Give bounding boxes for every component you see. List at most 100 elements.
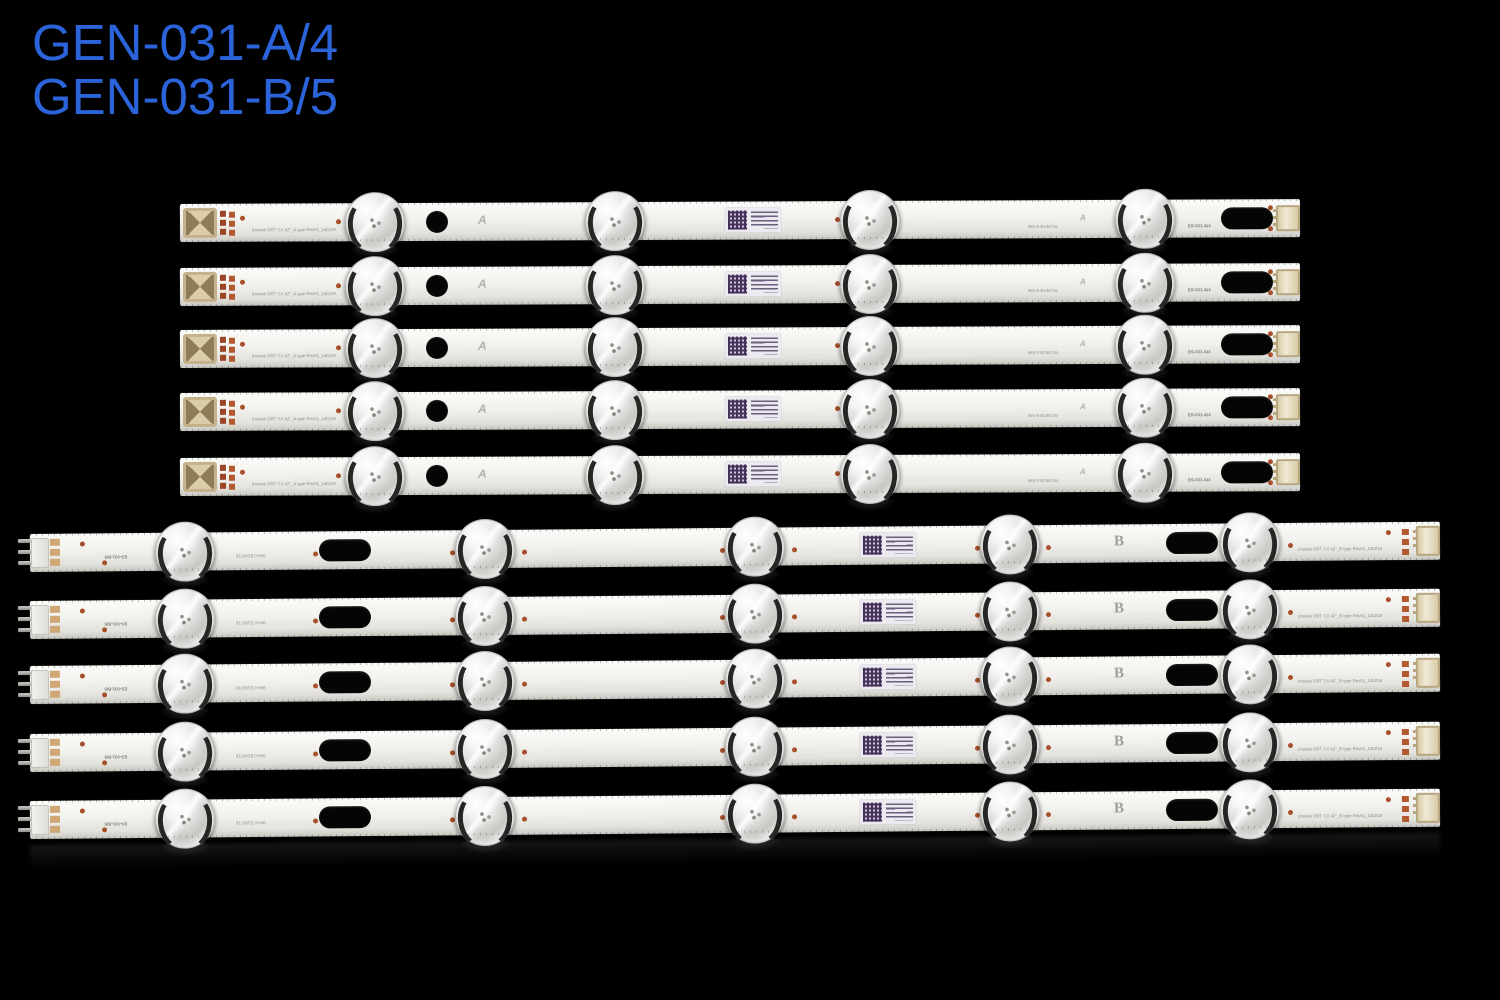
solder-dot (521, 816, 528, 822)
led-chip (608, 280, 624, 293)
solder-dot (312, 818, 319, 824)
led-strip-a-4: Innotek DRT 3.0 42"_A type Rev01_140218 9… (179, 377, 1301, 450)
lens-reflection (983, 566, 1038, 583)
mounting-hole-oval (318, 606, 372, 629)
mounting-hole-round (425, 399, 449, 422)
led-chip (1003, 739, 1019, 752)
logo-letter: B (1113, 800, 1125, 817)
led-chip (748, 741, 764, 754)
solder-dot (312, 683, 319, 689)
led-chip (478, 810, 494, 824)
solder-dot (1045, 612, 1052, 618)
solder-dot (1287, 674, 1294, 681)
solder-dot (239, 404, 245, 410)
led-chip (608, 470, 624, 483)
logo-letter: A (1079, 213, 1086, 223)
end-connector (30, 737, 50, 768)
solder-dot (335, 345, 342, 351)
led-chip (1138, 339, 1154, 352)
silkscreen-marking: Innotek DRT 3.0 42"_A type Rev01_140218 (252, 228, 336, 233)
led-chip (1243, 669, 1259, 682)
solder-pads (49, 805, 60, 813)
product-code-title: GEN-031-A/4 GEN-031-B/5 (32, 16, 338, 124)
connector-pin (17, 749, 32, 755)
solder-dot (791, 747, 798, 753)
mounting-hole-oval (1220, 207, 1274, 230)
connector-pin (17, 738, 31, 744)
silkscreen-marking: Innotek DRT 3.0 42"_A type Rev01_140218 (252, 482, 336, 487)
solder-pads (49, 538, 60, 546)
connector-footprint (1415, 792, 1441, 823)
mounting-hole-oval (318, 806, 372, 829)
qr-code-label (724, 461, 782, 487)
qr-code-label (859, 732, 917, 758)
solder-pads (219, 399, 226, 406)
led-chip (863, 340, 879, 354)
lens-reflection (458, 770, 513, 788)
led-chip (368, 281, 384, 294)
solder-dot (79, 541, 85, 547)
connector-pin (18, 760, 32, 766)
lens-reflection (588, 496, 643, 514)
led-chip (178, 678, 194, 691)
led-strip-b-2: ES-031-B/5 94V-0 E196716 Innotek DRT 3.0 4… (17, 579, 1441, 657)
mounting-hole-round (425, 336, 449, 359)
logo-letter: A (477, 212, 487, 227)
certification-marking: 94V-0 E196716 (1028, 351, 1058, 356)
led-strip-b-4: ES-031-B/5 94V-0 E196716 Innotek DRT 3.0 4… (17, 712, 1441, 790)
solder-dot (521, 616, 528, 622)
connector-pin (17, 616, 32, 622)
solder-dot (1287, 542, 1294, 549)
logo-letter: A (1079, 277, 1086, 287)
part-label: ES-031-B/5 (104, 685, 128, 691)
connector-pin (18, 827, 32, 833)
lens-reflection (843, 495, 898, 513)
mounting-hole-round (425, 210, 449, 233)
connector-footprint (1415, 525, 1441, 556)
connector-pin (17, 816, 32, 822)
led-chip (368, 343, 384, 356)
led-chip (1138, 402, 1154, 415)
solder-pads (1401, 728, 1409, 736)
connector-pin (17, 670, 31, 676)
solder-dot (1287, 609, 1294, 616)
solder-dot (239, 279, 245, 285)
certification-marking: 94V-0 E196716 (1028, 479, 1058, 484)
connector-pin (17, 549, 32, 555)
mounting-hole-oval (318, 539, 372, 562)
led-chip (748, 673, 764, 686)
connector-pin (17, 605, 31, 611)
solder-dot (102, 692, 108, 698)
part-label: ES-031-B/5 (104, 553, 128, 559)
logo-letter: B (1113, 533, 1125, 550)
part-label: ES-031-B/5 (104, 753, 128, 759)
silkscreen-marking: Innotek DRT 3.0 42"_A type Rev01_140218 (252, 292, 336, 297)
led-chip (608, 405, 624, 418)
solder-pads (219, 274, 226, 281)
solder-dot (239, 469, 245, 475)
product-code-line-2: GEN-031-B/5 (32, 68, 339, 125)
silkscreen-marking: Innotek DRT 3.0 42"_B type Rev01_140218 (1298, 747, 1383, 753)
mounting-hole-oval (1220, 271, 1274, 294)
led-chip (1003, 671, 1019, 684)
lens-reflection (983, 766, 1038, 783)
certification-marking: 94V-0 E196716 (235, 752, 266, 758)
solder-dot (312, 618, 319, 624)
solder-dot (102, 560, 108, 566)
certification-marking: 94V-0 E196716 (1028, 225, 1058, 230)
end-connector (30, 669, 50, 700)
qr-code-label (724, 271, 782, 297)
mounting-hole-oval (1220, 396, 1274, 419)
led-chip (368, 471, 384, 484)
part-label: ES-031-A/4 (1188, 478, 1211, 483)
mounting-hole-oval (1220, 461, 1274, 484)
solder-dot (1045, 677, 1052, 683)
solder-dot (1385, 662, 1391, 668)
solder-dot (1385, 730, 1391, 736)
solder-pads (219, 210, 226, 217)
led-chip (1138, 277, 1154, 290)
solder-dot (102, 760, 108, 766)
led-chip (478, 543, 494, 557)
led-chip (1243, 804, 1259, 817)
